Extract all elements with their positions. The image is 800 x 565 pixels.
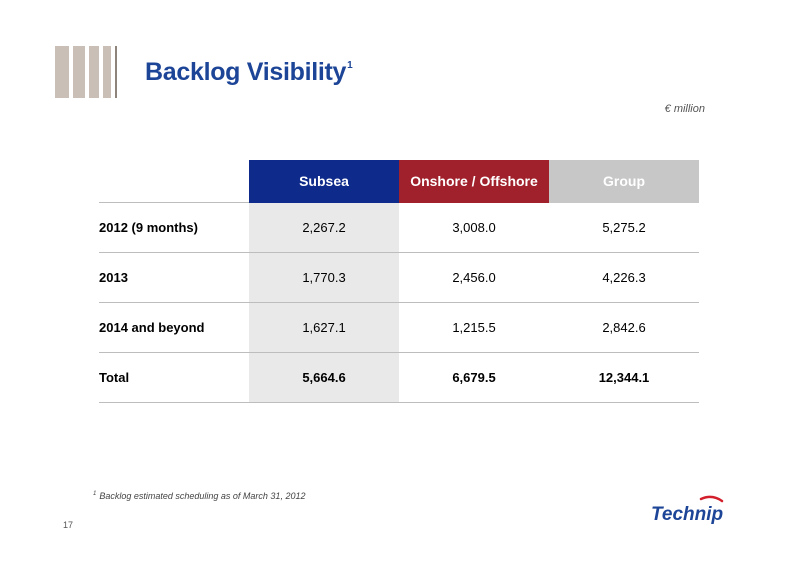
header-blank-cell: [99, 160, 249, 203]
page-title: Backlog Visibility1: [145, 58, 353, 87]
technip-logo: Technip: [651, 495, 724, 525]
bar-2: [73, 46, 85, 98]
header-group: Group: [549, 160, 699, 203]
cell-subsea: 2,267.2: [249, 202, 399, 253]
page-number: 17: [63, 520, 74, 530]
cell-onshore-offshore: 6,679.5: [399, 352, 549, 403]
table-header-row: Subsea Onshore / Offshore Group: [99, 160, 699, 203]
cell-onshore-offshore: 3,008.0: [399, 202, 549, 253]
footnote-mark: 1: [93, 491, 97, 497]
cell-group: 5,275.2: [549, 202, 699, 253]
footnote: 1 Backlog estimated scheduling as of Marc…: [93, 491, 305, 501]
row-label: 2013: [99, 252, 249, 303]
row-label: 2014 and beyond: [99, 302, 249, 353]
logo-wordmark: Technip: [651, 504, 723, 525]
cell-group: 12,344.1: [549, 352, 699, 403]
cell-subsea: 1,627.1: [249, 302, 399, 353]
cell-onshore-offshore: 1,215.5: [399, 302, 549, 353]
table-row: 2014 and beyond 1,627.1 1,215.5 2,842.6: [99, 302, 699, 353]
backlog-table: Subsea Onshore / Offshore Group 2012 (9 …: [99, 160, 699, 403]
row-label: 2012 (9 months): [99, 202, 249, 253]
decorative-bars: [55, 46, 117, 98]
page-title-text: Backlog Visibility: [145, 58, 347, 86]
logo-swoosh: [699, 495, 724, 503]
table-row: 2013 1,770.3 2,456.0 4,226.3: [99, 252, 699, 303]
header-subsea: Subsea: [249, 160, 399, 203]
cell-onshore-offshore: 2,456.0: [399, 252, 549, 303]
row-label: Total: [99, 352, 249, 403]
header-onshore-offshore: Onshore / Offshore: [399, 160, 549, 203]
bar-5: [115, 46, 117, 98]
footnote-text: Backlog estimated scheduling as of March…: [99, 491, 306, 501]
cell-subsea: 5,664.6: [249, 352, 399, 403]
cell-subsea: 1,770.3: [249, 252, 399, 303]
unit-label: € million: [664, 103, 705, 115]
bar-1: [55, 46, 69, 98]
title-footnote-mark: 1: [347, 60, 353, 71]
table-row-total: Total 5,664.6 6,679.5 12,344.1: [99, 352, 699, 403]
bar-4: [103, 46, 111, 98]
table-row: 2012 (9 months) 2,267.2 3,008.0 5,275.2: [99, 202, 699, 253]
cell-group: 4,226.3: [549, 252, 699, 303]
bar-3: [89, 46, 99, 98]
cell-group: 2,842.6: [549, 302, 699, 353]
